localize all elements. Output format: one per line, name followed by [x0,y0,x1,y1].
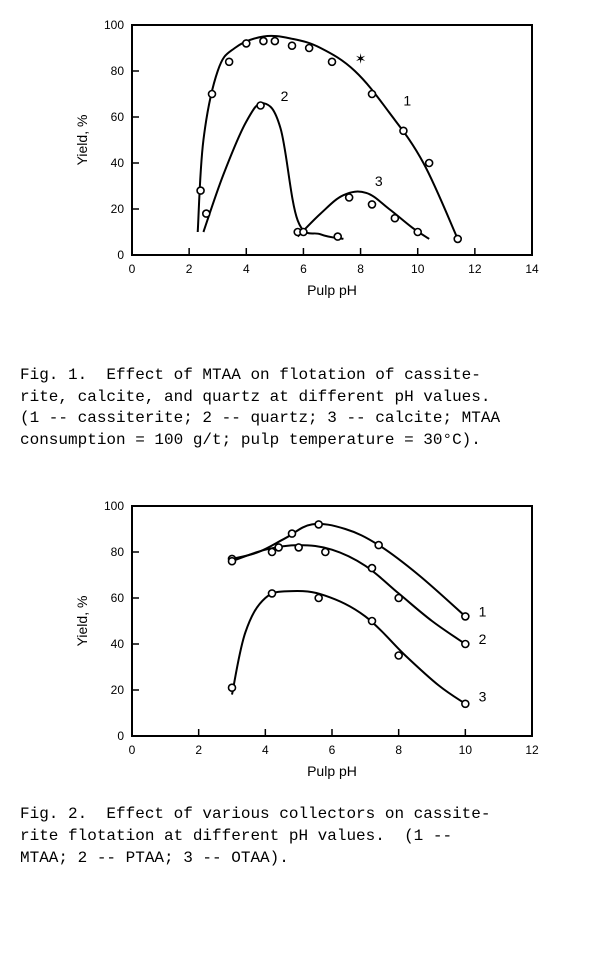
page-root: 02468101214020406080100Pulp pHYield, %12… [0,0,614,954]
svg-text:12: 12 [468,262,482,276]
svg-text:8: 8 [395,743,402,757]
svg-text:60: 60 [111,110,125,124]
svg-text:2: 2 [186,262,193,276]
figure-2-container: 024681012020406080100Pulp pHYield, %123 [20,491,594,786]
svg-text:8: 8 [357,262,364,276]
svg-text:80: 80 [111,64,125,78]
figure-2-chart: 024681012020406080100Pulp pHYield, %123 [62,491,552,786]
svg-text:Pulp pH: Pulp pH [307,282,357,298]
svg-text:1: 1 [479,604,487,620]
svg-text:6: 6 [329,743,336,757]
svg-text:60: 60 [111,591,125,605]
figure-2-caption: Fig. 2. Effect of various collectors on … [20,804,594,869]
svg-text:1: 1 [403,93,411,109]
svg-text:20: 20 [111,202,125,216]
svg-text:10: 10 [411,262,425,276]
svg-text:3: 3 [375,173,383,189]
svg-text:0: 0 [117,248,124,262]
svg-text:80: 80 [111,545,125,559]
svg-text:4: 4 [262,743,269,757]
svg-text:Pulp pH: Pulp pH [307,763,357,779]
figure-1-caption: Fig. 1. Effect of MTAA on flotation of c… [20,365,594,451]
svg-text:12: 12 [525,743,539,757]
svg-text:6: 6 [300,262,307,276]
svg-text:✶: ✶ [355,51,367,67]
svg-text:40: 40 [111,156,125,170]
svg-text:2: 2 [195,743,202,757]
svg-text:0: 0 [117,729,124,743]
svg-text:Yield, %: Yield, % [74,596,90,647]
figure-1-container: 02468101214020406080100Pulp pHYield, %12… [20,10,594,305]
svg-text:40: 40 [111,637,125,651]
svg-text:10: 10 [459,743,473,757]
svg-text:100: 100 [104,499,124,513]
svg-text:0: 0 [129,743,136,757]
svg-text:2: 2 [479,631,487,647]
svg-text:3: 3 [479,689,487,705]
svg-text:4: 4 [243,262,250,276]
svg-text:Yield, %: Yield, % [74,115,90,166]
svg-text:2: 2 [281,88,289,104]
svg-text:0: 0 [129,262,136,276]
svg-text:20: 20 [111,683,125,697]
svg-text:100: 100 [104,18,124,32]
svg-text:14: 14 [525,262,539,276]
figure-1-chart: 02468101214020406080100Pulp pHYield, %12… [62,10,552,305]
